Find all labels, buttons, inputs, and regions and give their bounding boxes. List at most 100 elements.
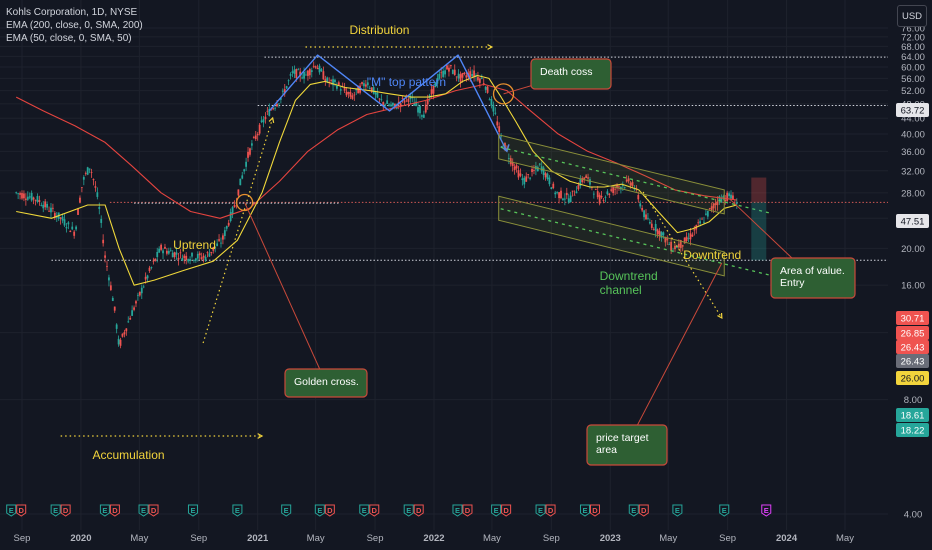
- candle-body: [691, 234, 694, 237]
- y-tick-label: 36.00: [901, 147, 925, 158]
- candle-body: [701, 218, 703, 220]
- earnings-flag: [491, 504, 502, 517]
- candle-body: [272, 108, 275, 110]
- candle-body: [507, 158, 510, 159]
- candle-body: [616, 184, 618, 189]
- earnings-letter: E: [284, 506, 289, 515]
- candle-body: [86, 167, 89, 175]
- candle-body: [614, 188, 617, 190]
- price-label-text: 26.43: [901, 357, 925, 368]
- candle-body: [351, 95, 354, 99]
- candle-body: [279, 98, 282, 100]
- level-label-bg: [896, 214, 929, 228]
- candle-body: [413, 103, 416, 106]
- m-top-pattern-line: [268, 54, 508, 152]
- candle-body: [204, 256, 207, 261]
- candle-body: [94, 186, 97, 188]
- earnings-badge: E: [6, 504, 17, 517]
- earnings-badge: E: [99, 504, 110, 517]
- earnings-badge: E: [535, 504, 546, 517]
- ema200-legend: EMA (200, close, 0, SMA, 200): [6, 20, 143, 31]
- candle-body: [339, 89, 342, 91]
- candle-body: [484, 86, 487, 90]
- candle-body: [252, 137, 255, 138]
- candle-body: [63, 219, 66, 226]
- candle-body: [589, 179, 591, 185]
- earnings-flag: [148, 504, 159, 517]
- candle-body: [330, 79, 333, 81]
- earnings-flag: [719, 504, 730, 517]
- earnings-letter: E: [455, 506, 460, 515]
- candle-body: [395, 107, 398, 109]
- candle-body: [52, 207, 54, 209]
- candle-body: [307, 70, 309, 76]
- candle-body: [164, 246, 166, 249]
- arrow-head: [717, 312, 723, 320]
- candle-body: [222, 235, 224, 240]
- candle-body: [212, 246, 215, 251]
- candle-body: [415, 101, 418, 106]
- golden-cross-callout: Golden cross.: [244, 202, 368, 398]
- candle-body: [625, 179, 628, 182]
- candle-body: [177, 257, 180, 260]
- candle-body: [457, 73, 460, 79]
- candle-body: [372, 87, 375, 94]
- candle-body: [121, 333, 124, 337]
- candle-body: [724, 199, 727, 202]
- candle-body: [349, 91, 352, 97]
- earnings-badge: E: [314, 504, 325, 517]
- earnings-flag: [281, 504, 292, 517]
- candle-body: [444, 70, 446, 75]
- earnings-badge: E: [719, 504, 730, 517]
- candle-body: [270, 109, 273, 111]
- candle-body: [500, 135, 503, 137]
- candle-body: [113, 306, 116, 311]
- earnings-letter: E: [102, 506, 107, 515]
- candle-body: [171, 252, 174, 258]
- candle-body: [448, 67, 450, 72]
- distribution-label: Distribution: [349, 23, 409, 37]
- candle-body: [451, 69, 454, 74]
- candle-body: [156, 251, 159, 257]
- candle-body: [193, 260, 195, 261]
- candle-body: [523, 177, 526, 185]
- candle-body: [247, 151, 249, 158]
- candle-body: [75, 226, 77, 230]
- candle-body: [353, 94, 356, 96]
- candle-body: [202, 255, 205, 258]
- candle-body: [658, 230, 661, 237]
- candle-body: [459, 74, 462, 83]
- candle-body: [40, 205, 43, 206]
- candle-body: [53, 212, 56, 218]
- candle-body: [320, 69, 323, 72]
- candle-body: [390, 104, 392, 107]
- currency-button[interactable]: USD: [897, 5, 927, 27]
- x-tick-label: May: [307, 533, 325, 544]
- candle-body: [185, 255, 188, 261]
- candle-body: [24, 198, 27, 200]
- earnings-flag: [638, 504, 649, 517]
- candle-body: [111, 297, 114, 301]
- candle-body: [316, 67, 319, 70]
- candle-body: [581, 178, 584, 182]
- x-tick-label: 2021: [247, 533, 269, 544]
- candle-body: [384, 104, 387, 106]
- candle-body: [434, 82, 437, 88]
- candle-body: [46, 203, 49, 208]
- candle-body: [637, 195, 640, 200]
- earnings-letter: D: [592, 506, 598, 515]
- price-labels: 30.71 26.85 26.43 26.43 26.00 18.61 18.22 63.72…: [896, 103, 929, 437]
- candle-body: [119, 339, 122, 346]
- candle-body: [278, 103, 280, 105]
- candle-body: [579, 179, 582, 186]
- candle-body: [123, 332, 126, 335]
- candle-body: [706, 211, 709, 217]
- death-cross-circle: [492, 83, 515, 105]
- candle-body: [647, 217, 649, 219]
- price-label-bg: [896, 354, 929, 368]
- candle-body: [117, 338, 120, 345]
- candle-body: [48, 210, 50, 212]
- candle-body: [477, 76, 479, 81]
